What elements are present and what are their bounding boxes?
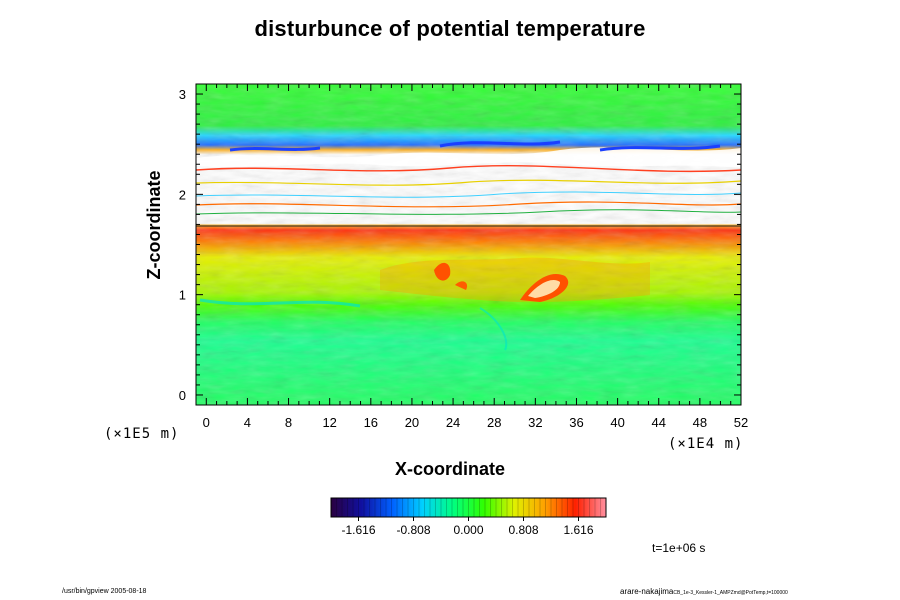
x-axis-label: X-coordinate [394, 459, 505, 479]
x-tick-label: 0 [203, 415, 210, 430]
y-tick-label: 1 [179, 288, 186, 303]
footer-file: CB_1e-3_Kessler-1_AMPZmd@PotTemp,t=10000… [673, 590, 788, 596]
time-label: t=1e+06 s [652, 541, 706, 555]
x-tick-label: 4 [244, 415, 251, 430]
x-tick-label: 8 [285, 415, 292, 430]
x-tick-label: 24 [446, 415, 460, 430]
chart-title: disturbunce of potential temperature [254, 16, 646, 41]
x-tick-label: 36 [569, 415, 583, 430]
colorbar: -1.616 -0.808 0.000 0.808 1.616 [330, 497, 607, 537]
x-tick-label: 52 [734, 415, 748, 430]
footer-command: /usr/bin/gpview 2005-08-18 [62, 588, 147, 595]
x-tick-label: 44 [652, 415, 666, 430]
footer-author: arare-nakajimaCB_1e-3_Kessler-1_AMPZmd@P… [620, 587, 788, 596]
colorbar-tick-label: -0.808 [396, 523, 430, 537]
x-tick-label: 20 [405, 415, 419, 430]
x-tick-label: 40 [610, 415, 624, 430]
x-tick-label: 28 [487, 415, 501, 430]
y-tick-label: 3 [179, 87, 186, 102]
x-tick-label: 12 [322, 415, 336, 430]
x-tick-label: 16 [364, 415, 378, 430]
y-axis-unit: (×1E5 m) [104, 426, 180, 442]
colorbar-tick-label: 0.808 [508, 523, 538, 537]
footer-author-name: arare-nakajima [620, 587, 674, 596]
y-axis-label: Z-coordinate [144, 170, 164, 280]
y-tick-label: 0 [179, 388, 186, 403]
y-axis: 0 1 2 3 [179, 83, 741, 403]
colorbar-tick-label: -1.616 [341, 523, 375, 537]
x-axis-unit: (×1E4 m) [668, 436, 744, 452]
x-tick-label: 32 [528, 415, 542, 430]
colorbar-tick-label: 1.616 [563, 523, 593, 537]
x-axis: 0 4 8 12 16 20 24 28 32 36 40 44 48 52 [195, 84, 748, 430]
y-tick-label: 2 [179, 187, 186, 202]
x-tick-label: 48 [693, 415, 707, 430]
colorbar-tick-label: 0.000 [453, 523, 483, 537]
heatmap-field [196, 84, 741, 405]
